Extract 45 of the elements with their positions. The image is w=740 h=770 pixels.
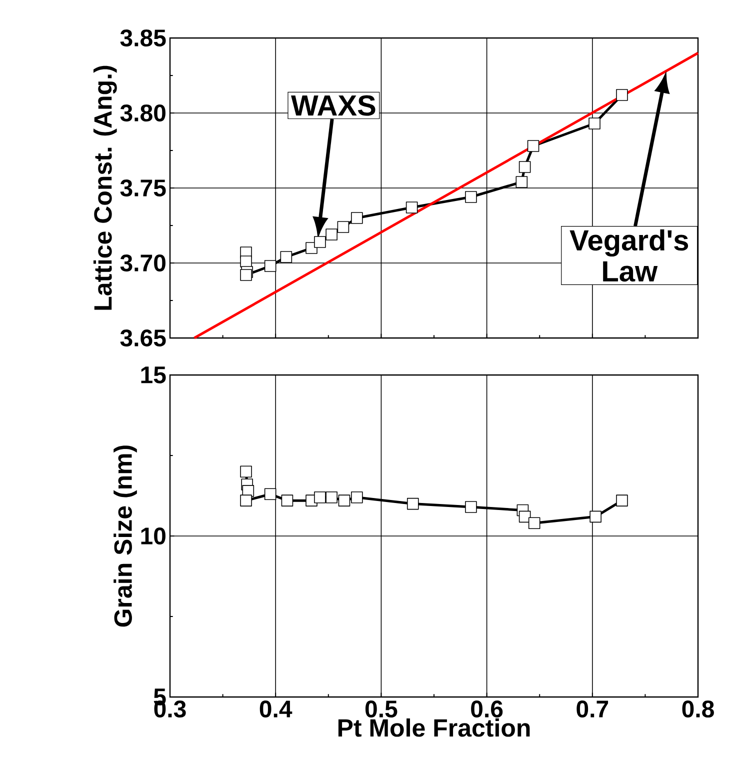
y-tick-label: 3.70 — [120, 254, 166, 272]
point — [406, 498, 419, 510]
point — [326, 228, 338, 240]
point — [351, 491, 363, 504]
point — [240, 269, 252, 281]
point — [528, 517, 540, 530]
y-tick-label: 3.75 — [120, 179, 166, 197]
point — [280, 251, 292, 263]
x-tick-label: 0.4 — [260, 700, 292, 718]
annotation: Vegard's Law — [570, 229, 688, 282]
point — [264, 260, 276, 272]
x-tick-label: 0.7 — [576, 700, 608, 718]
point — [516, 176, 528, 188]
point — [616, 89, 628, 101]
y-tick-label: 15 — [141, 366, 166, 384]
point — [406, 202, 418, 214]
y-tick-label: 3.65 — [120, 329, 166, 347]
point — [351, 212, 363, 224]
x-tick-label: 0.5 — [365, 700, 398, 718]
point — [264, 488, 276, 500]
point — [281, 494, 294, 506]
point — [338, 494, 350, 506]
annotation: WAXS — [291, 95, 376, 116]
point — [326, 491, 338, 504]
point — [240, 256, 252, 268]
point — [240, 494, 252, 506]
x-tick-label: 0.8 — [682, 700, 714, 718]
point — [240, 466, 252, 478]
point — [588, 118, 600, 130]
point — [314, 236, 326, 248]
y-tick-label: 3.85 — [120, 29, 166, 46]
point — [590, 510, 602, 523]
y-axis-title: Lattice Const. (Ang.) — [93, 66, 117, 310]
y-tick-label: 3.80 — [120, 104, 166, 122]
point — [465, 501, 477, 513]
x-axis-title: Pt Mole Fraction — [338, 718, 530, 737]
point — [518, 161, 531, 173]
point — [616, 494, 628, 506]
x-tick-label: 0.6 — [471, 700, 503, 718]
point — [314, 491, 326, 504]
point — [527, 140, 540, 152]
y-tick-label: 10 — [141, 528, 166, 544]
point — [337, 221, 350, 233]
y-axis-title: Grain Size (nm) — [114, 446, 137, 627]
point — [465, 191, 477, 203]
